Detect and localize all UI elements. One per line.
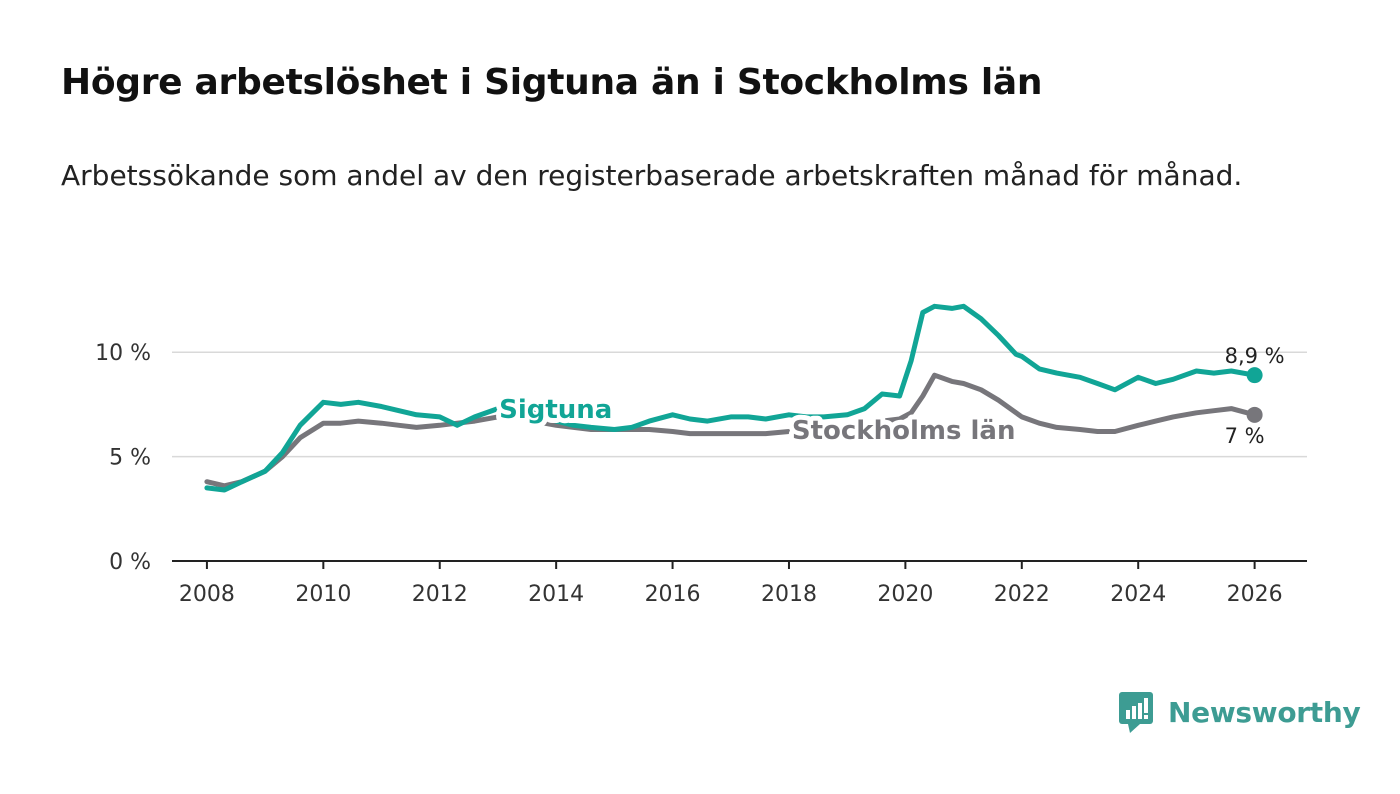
end-label-sigtuna: 8,9 % (1225, 344, 1285, 368)
end-point-stockholms-l-n (1246, 406, 1263, 423)
x-axis: 2008 2010 2012 2014 2016 2018 2020 2022 2024 2026 (172, 560, 1307, 607)
brand-name: Newsworthy (1168, 695, 1361, 729)
chart-title: Högre arbetslöshet i Sigtuna än i Stockh… (61, 62, 1043, 103)
y-tick-label-0: 0 % (109, 550, 151, 575)
series-lines (204, 303, 1263, 493)
x-tick-label-2014: 2014 (528, 582, 584, 607)
end-point-sigtuna (1246, 367, 1263, 384)
series-label-sigtuna: Sigtuna (499, 395, 612, 425)
chart-subtitle: Arbetssökande som andel av den registerb… (61, 159, 1243, 192)
x-tick-label-2024: 2024 (1110, 582, 1166, 607)
x-tick-label-2008: 2008 (179, 582, 235, 607)
series-labels: Sigtuna Stockholms län 8,9 % 7 % (494, 344, 1285, 451)
x-tick-label-2018: 2018 (761, 582, 817, 607)
x-tick-label-2010: 2010 (295, 582, 351, 607)
x-tick-label-2012: 2012 (412, 582, 468, 607)
series-line-sigtuna (204, 303, 1258, 493)
y-tick-label-10: 10 % (95, 341, 151, 366)
series-line-stockholms-l-n (204, 372, 1258, 489)
x-tick-label-2022: 2022 (994, 582, 1050, 607)
end-label-stockholms-lan: 7 % (1225, 424, 1265, 448)
x-tick-label-2020: 2020 (877, 582, 933, 607)
y-axis: 0 % 5 % 10 % (95, 341, 151, 575)
newsworthy-logo-icon (1119, 692, 1153, 733)
y-tick-label-5: 5 % (109, 446, 151, 471)
series-label-stockholms-lan: Stockholms län (792, 416, 1016, 446)
x-tick-label-2016: 2016 (645, 582, 701, 607)
x-tick-label-2026: 2026 (1227, 582, 1283, 607)
newsworthy-logo[interactable]: Newsworthy (1118, 689, 1361, 735)
grid-lines (172, 351, 1307, 458)
